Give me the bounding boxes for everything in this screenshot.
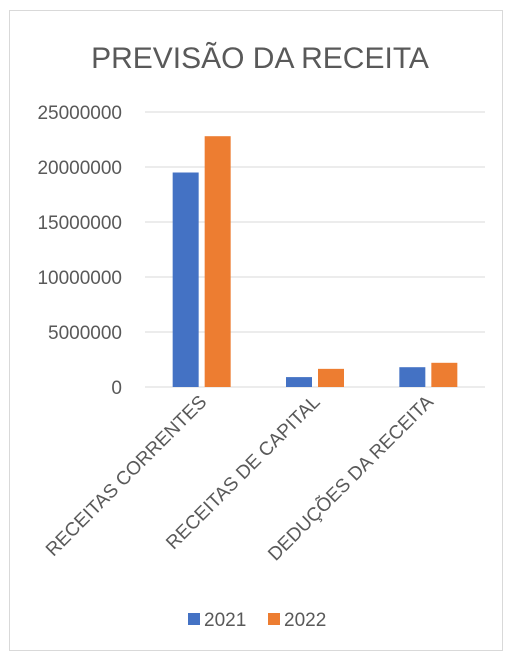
- y-tick-label: 25000000: [37, 103, 122, 124]
- y-tick-label: 20000000: [37, 158, 122, 179]
- bar-2021-2: [399, 367, 426, 387]
- bar-2021-0: [172, 172, 199, 387]
- y-tick-label: 5000000: [48, 323, 122, 344]
- legend-swatch-2021: [188, 613, 200, 625]
- chart-title: PREVISÃO DA RECEITA: [91, 41, 429, 75]
- bar-2021-1: [286, 377, 312, 387]
- bar-2022-0: [204, 136, 231, 387]
- y-tick-label: 10000000: [37, 268, 122, 289]
- gridlines: [145, 111, 485, 388]
- legend-label-2022: 2022: [284, 610, 326, 631]
- legend-swatch-2022: [268, 613, 280, 625]
- bar-2022-1: [318, 368, 344, 387]
- y-axis: 0 5000000 10000000 15000000 20000000 25000000: [37, 103, 122, 399]
- y-tick-label: 0: [111, 378, 122, 399]
- chart-frame: [9, 10, 503, 651]
- y-tick-label: 15000000: [37, 213, 122, 234]
- bars: [172, 136, 458, 387]
- legend-label-2021: 2021: [204, 610, 246, 631]
- bar-2022-2: [431, 362, 458, 387]
- legend: 2021 2022: [188, 610, 326, 631]
